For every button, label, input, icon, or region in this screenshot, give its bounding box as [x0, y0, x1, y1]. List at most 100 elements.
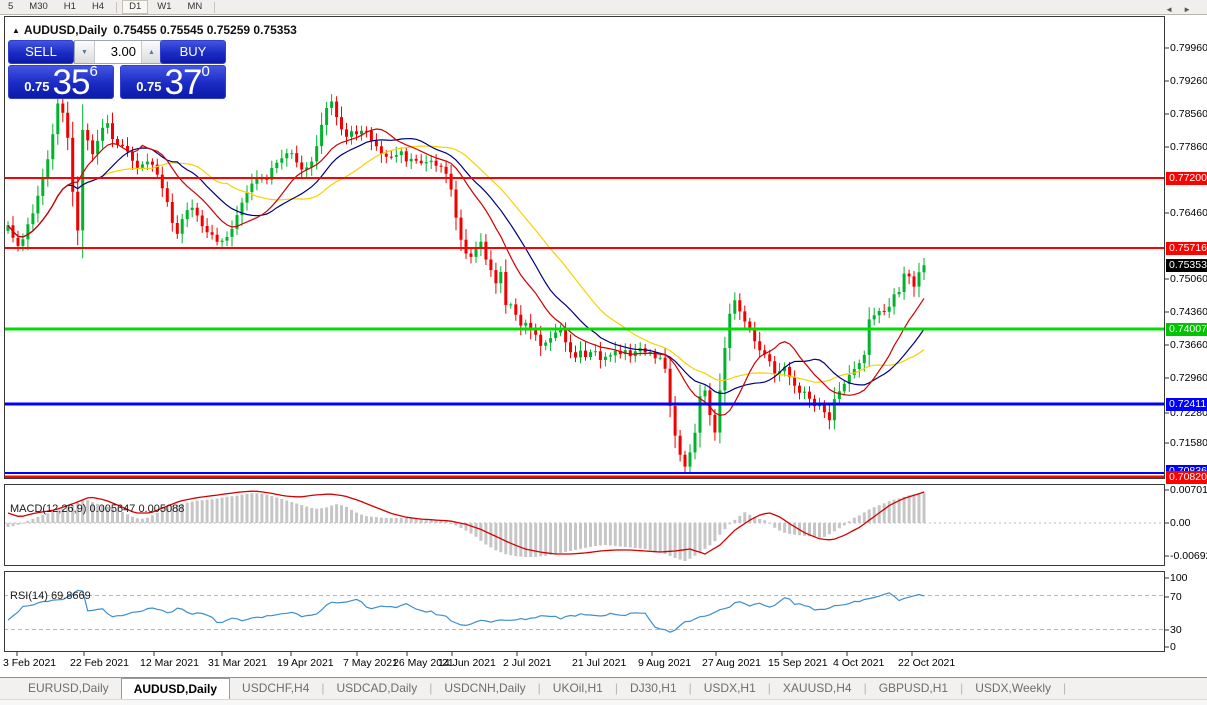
chart-tab-usdx[interactable]: USDX,Weekly — [975, 681, 1051, 695]
volume-increase-button[interactable]: ▲ — [141, 41, 161, 63]
date-label: 19 Apr 2021 — [277, 657, 334, 669]
tab-separator: | — [688, 681, 692, 695]
axis-label: 0.00 — [1170, 517, 1191, 529]
volume-decrease-button[interactable]: ▼ — [75, 41, 95, 63]
spin-down-icon: ▼ — [81, 48, 88, 56]
date-label: 2 Jul 2021 — [503, 657, 552, 669]
timeframe-toolbar: 5 M30 H1 H4 D1 W1 MN — [0, 0, 1207, 15]
axis-label: 0.007015 — [1170, 484, 1207, 496]
axis-label: 0.75060 — [1170, 273, 1207, 285]
chart-tab-usdcnh[interactable]: USDCNH,Daily — [444, 681, 526, 695]
sell-button[interactable]: SELL — [8, 40, 74, 64]
sell-price-quote[interactable]: 0.75 35 6 — [8, 63, 114, 102]
chart-symbol: AUDUSD,Daily — [23, 23, 108, 37]
chart-tab-usdchf[interactable]: USDCHF,H4 — [242, 681, 310, 695]
price-level-badge: 0.74007 — [1166, 322, 1207, 336]
chart-tab-usdx[interactable]: USDX,H1 — [703, 681, 756, 695]
timeframe-button-h4[interactable]: H4 — [91, 1, 105, 12]
tab-separator: | — [960, 681, 964, 695]
price-level-badge: 0.70820 — [1166, 470, 1207, 484]
axis-label: 70 — [1170, 591, 1182, 603]
axis-label: 0.73660 — [1170, 339, 1207, 351]
price-level-badge: 0.72411 — [1166, 397, 1207, 411]
date-label: 15 Sep 2021 — [768, 657, 828, 669]
date-label: 4 Oct 2021 — [833, 657, 885, 669]
buy-price-quote[interactable]: 0.75 37 0 — [120, 63, 226, 102]
axis-label: 0.74360 — [1170, 306, 1207, 318]
buy-price-sup: 0 — [201, 63, 210, 80]
axis-label: 0.79960 — [1170, 42, 1207, 54]
timeframe-button-d1[interactable]: D1 — [122, 0, 149, 14]
axis-label: 0.71580 — [1170, 437, 1207, 449]
macd-value-2: 0.005088 — [138, 503, 185, 515]
macd-indicator-label: MACD(12,26,9) 0.005647 0.005088 — [10, 503, 185, 515]
buy-price-big: 37 — [164, 63, 203, 102]
expand-icon[interactable]: ▲ — [12, 26, 20, 35]
volume-spinner: ▼ 3.00 ▲ — [74, 40, 162, 64]
date-label: 22 Oct 2021 — [898, 657, 956, 669]
chart-tab-dj30[interactable]: DJ30,H1 — [629, 681, 677, 695]
timeframe-button-5[interactable]: 5 — [8, 1, 14, 12]
tab-scroll-right-icon[interactable]: ► — [1183, 5, 1201, 14]
sell-price-sup: 6 — [89, 63, 98, 80]
price-level-badge: 0.75353 — [1166, 258, 1207, 272]
sell-price-big: 35 — [52, 63, 91, 102]
price-axis: 0.79960 0.79260 0.78560 0.77860 0.76460 0.750… — [1166, 15, 1207, 677]
axis-label: 0.76460 — [1170, 207, 1207, 219]
axis-label: 0.72960 — [1170, 372, 1207, 384]
axis-label: 0 — [1170, 641, 1176, 653]
date-label: 14 Jun 2021 — [438, 657, 496, 669]
price-level-badge: 0.75716 — [1166, 241, 1207, 255]
date-label: 21 Jul 2021 — [572, 657, 627, 669]
tab-scroll-arrows: ◄► — [1165, 5, 1201, 14]
chart-tab-eurusd[interactable]: EURUSD,Daily — [28, 681, 109, 695]
chart-tab-xauusd[interactable]: XAUUSD,H4 — [782, 681, 852, 695]
buy-price-prefix: 0.75 — [136, 79, 162, 94]
window-bottom-strip — [0, 699, 1207, 705]
axis-label: 0.78560 — [1170, 108, 1207, 120]
date-axis: 3 Feb 2021 22 Feb 2021 12 Mar 2021 31 Mar 2… — [0, 655, 1166, 671]
tab-separator: | — [767, 681, 771, 695]
chart-window: ▲ AUDUSD,Daily 0.75455 0.75545 0.75259 0.7… — [0, 15, 1207, 677]
timeframe-button-m30[interactable]: M30 — [29, 1, 48, 12]
chart-tab-audusd[interactable]: AUDUSD,Daily — [120, 678, 231, 699]
macd-value-1: 0.005647 — [89, 503, 136, 515]
timeframe-button-w1[interactable]: W1 — [157, 1, 172, 12]
chart-title: ▲ AUDUSD,Daily 0.75455 0.75545 0.75259 0.7… — [12, 23, 297, 37]
tab-separator: | — [614, 681, 618, 695]
chart-ohlc-values: 0.75455 0.75545 0.75259 0.75353 — [113, 23, 297, 37]
axis-label: 30 — [1170, 624, 1182, 636]
axis-label: 0.77860 — [1170, 141, 1207, 153]
volume-input[interactable]: 3.00 — [95, 41, 141, 63]
price-level-badge: 0.77200 — [1166, 171, 1207, 185]
one-click-trading-panel: SELL ▼ 3.00 ▲ BUY 0.75 35 6 0.75 37 0 — [8, 40, 226, 102]
axis-label: -0.00692 — [1170, 550, 1207, 562]
tab-separator: | — [537, 681, 541, 695]
price-chart[interactable] — [0, 15, 1207, 677]
tab-separator: | — [321, 681, 325, 695]
tab-separator: | — [863, 681, 867, 695]
axis-label: 0.79260 — [1170, 75, 1207, 87]
date-label: 9 Aug 2021 — [638, 657, 692, 669]
rsi-value: 69.8669 — [50, 590, 91, 602]
tab-scroll-left-icon[interactable]: ◄ — [1165, 5, 1184, 14]
date-label: 27 Aug 2021 — [702, 657, 761, 669]
tab-separator: | — [1062, 681, 1067, 695]
timeframe-button-mn[interactable]: MN — [187, 1, 203, 12]
buy-button[interactable]: BUY — [160, 40, 226, 64]
date-label: 22 Feb 2021 — [70, 657, 129, 669]
spin-up-icon: ▲ — [148, 48, 155, 56]
axis-label: 100 — [1170, 572, 1188, 584]
chart-tab-gbpusd[interactable]: GBPUSD,H1 — [878, 681, 949, 695]
chart-tab-bar: EURUSD,Daily AUDUSD,Daily USDCHF,H4 | USDCAD… — [0, 677, 1207, 699]
sell-price-prefix: 0.75 — [24, 79, 50, 94]
timeframe-button-h1[interactable]: H1 — [63, 1, 76, 12]
chart-tab-usdcad[interactable]: USDCAD,Daily — [336, 681, 418, 695]
date-label: 31 Mar 2021 — [208, 657, 267, 669]
tab-separator: | — [429, 681, 433, 695]
chart-tab-ukoil[interactable]: UKOil,H1 — [552, 681, 603, 695]
date-label: 7 May 2021 — [343, 657, 398, 669]
date-label: 26 May 2021 — [393, 657, 454, 669]
rsi-indicator-label: RSI(14) 69.8669 — [10, 590, 91, 602]
toolbar-separator — [214, 1, 216, 13]
